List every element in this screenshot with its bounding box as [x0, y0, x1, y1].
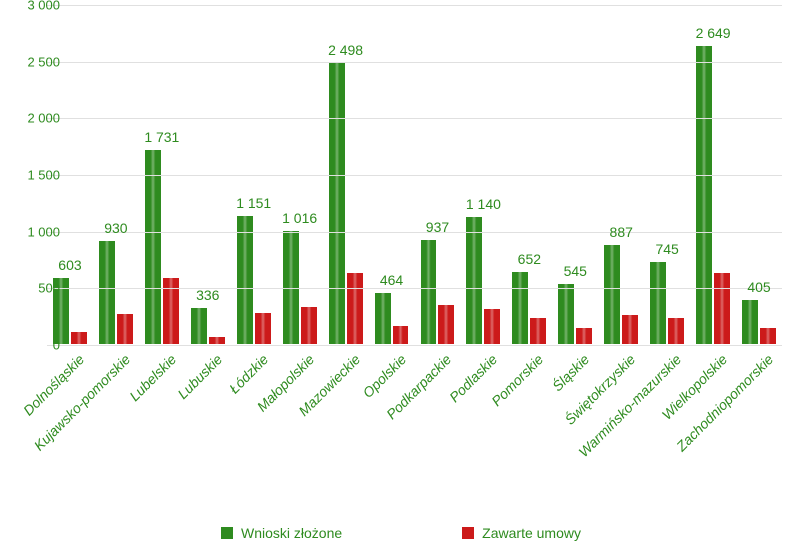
bar-value-label: 1 151	[224, 195, 284, 211]
legend-item-umowy: Zawarte umowy	[462, 525, 581, 541]
bar	[557, 283, 575, 345]
bar	[741, 299, 759, 345]
bar	[98, 240, 116, 345]
bar	[328, 62, 346, 345]
bar	[116, 313, 134, 345]
legend-item-wnioski: Wnioski złożone	[221, 525, 342, 541]
bar	[190, 307, 208, 345]
bar	[575, 327, 593, 345]
bar	[511, 271, 529, 345]
legend-swatch-umowy	[462, 527, 474, 539]
bar	[300, 306, 318, 345]
gridline	[47, 288, 782, 289]
bar-value-label: 2 649	[683, 25, 743, 41]
bar	[529, 317, 547, 345]
bar	[603, 244, 621, 345]
bar	[759, 327, 777, 345]
y-tick-label: 0	[18, 338, 60, 353]
legend-label: Zawarte umowy	[482, 525, 581, 541]
bar-value-label: 745	[637, 241, 697, 257]
plot-area	[47, 5, 782, 346]
legend-label: Wnioski złożone	[241, 525, 342, 541]
bar	[254, 312, 272, 345]
bar-value-label: 1 140	[453, 196, 513, 212]
y-tick-label: 1 000	[18, 224, 60, 239]
y-tick-label: 2 000	[18, 111, 60, 126]
gridline	[47, 345, 782, 346]
y-tick-label: 500	[18, 281, 60, 296]
bar	[420, 239, 438, 345]
bar	[621, 314, 639, 345]
bar-value-label: 603	[40, 257, 100, 273]
bar-value-label: 887	[591, 224, 651, 240]
bar	[465, 216, 483, 345]
bar-value-label: 545	[545, 263, 605, 279]
bar-value-label: 336	[178, 287, 238, 303]
y-tick-label: 1 500	[18, 168, 60, 183]
bar-value-label: 930	[86, 220, 146, 236]
bar-value-label: 2 498	[316, 42, 376, 58]
bar	[695, 45, 713, 345]
y-tick-label: 2 500	[18, 54, 60, 69]
bar	[392, 325, 410, 345]
gridline	[47, 118, 782, 119]
bar	[236, 215, 254, 345]
legend: Wnioski złożone Zawarte umowy	[0, 525, 802, 541]
bar-value-label: 405	[729, 279, 789, 295]
bar	[374, 292, 392, 345]
bar	[483, 308, 501, 345]
bar	[667, 317, 685, 345]
bar	[70, 331, 88, 345]
bar	[144, 149, 162, 345]
legend-swatch-wnioski	[221, 527, 233, 539]
gridline	[47, 62, 782, 63]
bar	[208, 336, 226, 345]
bar-value-label: 1 731	[132, 129, 192, 145]
bar-value-label: 937	[407, 219, 467, 235]
gridline	[47, 175, 782, 176]
y-tick-label: 3 000	[18, 0, 60, 13]
bar	[437, 304, 455, 345]
bar-value-label: 464	[362, 272, 422, 288]
bar-value-label: 1 016	[270, 210, 330, 226]
gridline	[47, 5, 782, 6]
bar-chart: Wnioski złożone Zawarte umowy 0 500 1 000 1…	[0, 0, 802, 545]
bar	[649, 261, 667, 345]
